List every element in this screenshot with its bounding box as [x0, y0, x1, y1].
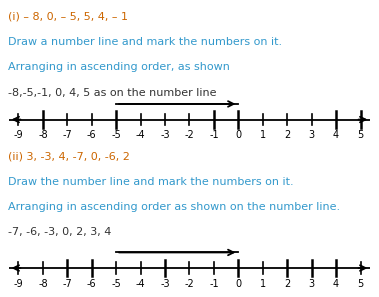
Text: -1: -1 [209, 130, 219, 140]
Text: 4: 4 [333, 130, 339, 140]
Text: -4: -4 [136, 130, 146, 140]
Text: -8: -8 [38, 279, 48, 289]
Text: -3: -3 [160, 279, 170, 289]
Text: 3: 3 [309, 130, 315, 140]
Text: -2: -2 [185, 279, 194, 289]
Text: 2: 2 [284, 279, 290, 289]
Text: -7: -7 [63, 279, 72, 289]
Text: -6: -6 [87, 279, 97, 289]
Text: -1: -1 [209, 279, 219, 289]
Text: Arranging in ascending order as shown on the number line.: Arranging in ascending order as shown on… [8, 202, 340, 212]
Text: Arranging in ascending order, as shown: Arranging in ascending order, as shown [8, 62, 229, 72]
Text: -4: -4 [136, 279, 146, 289]
Text: (ii) 3, -3, 4, -7, 0, -6, 2: (ii) 3, -3, 4, -7, 0, -6, 2 [8, 151, 130, 162]
Text: -2: -2 [185, 130, 194, 140]
Text: -7, -6, -3, 0, 2, 3, 4: -7, -6, -3, 0, 2, 3, 4 [8, 227, 111, 237]
Text: (i) – 8, 0, – 5, 5, 4, – 1: (i) – 8, 0, – 5, 5, 4, – 1 [8, 12, 128, 22]
Text: -5: -5 [111, 279, 121, 289]
Text: -5: -5 [111, 130, 121, 140]
Text: Draw a number line and mark the numbers on it.: Draw a number line and mark the numbers … [8, 37, 282, 47]
Text: 5: 5 [357, 279, 364, 289]
Text: -9: -9 [14, 279, 23, 289]
Text: 3: 3 [309, 279, 315, 289]
Text: 2: 2 [284, 130, 290, 140]
Text: -3: -3 [160, 130, 170, 140]
Text: -6: -6 [87, 130, 97, 140]
Text: 5: 5 [357, 130, 364, 140]
Text: 4: 4 [333, 279, 339, 289]
Text: 1: 1 [260, 279, 266, 289]
Text: -8,-5,-1, 0, 4, 5 as on the number line: -8,-5,-1, 0, 4, 5 as on the number line [8, 88, 216, 98]
Text: -7: -7 [63, 130, 72, 140]
Text: 1: 1 [260, 130, 266, 140]
Text: -8: -8 [38, 130, 48, 140]
Text: Draw the number line and mark the numbers on it.: Draw the number line and mark the number… [8, 177, 293, 187]
Text: 0: 0 [235, 279, 241, 289]
Text: 0: 0 [235, 130, 241, 140]
Text: -9: -9 [14, 130, 23, 140]
